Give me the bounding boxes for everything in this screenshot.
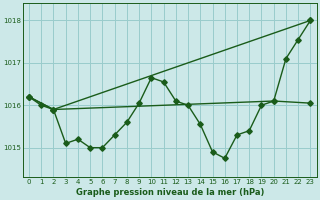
X-axis label: Graphe pression niveau de la mer (hPa): Graphe pression niveau de la mer (hPa)	[76, 188, 264, 197]
